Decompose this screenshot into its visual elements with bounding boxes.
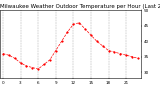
Text: Milwaukee Weather Outdoor Temperature per Hour (Last 24 Hours): Milwaukee Weather Outdoor Temperature pe… [0, 4, 160, 9]
